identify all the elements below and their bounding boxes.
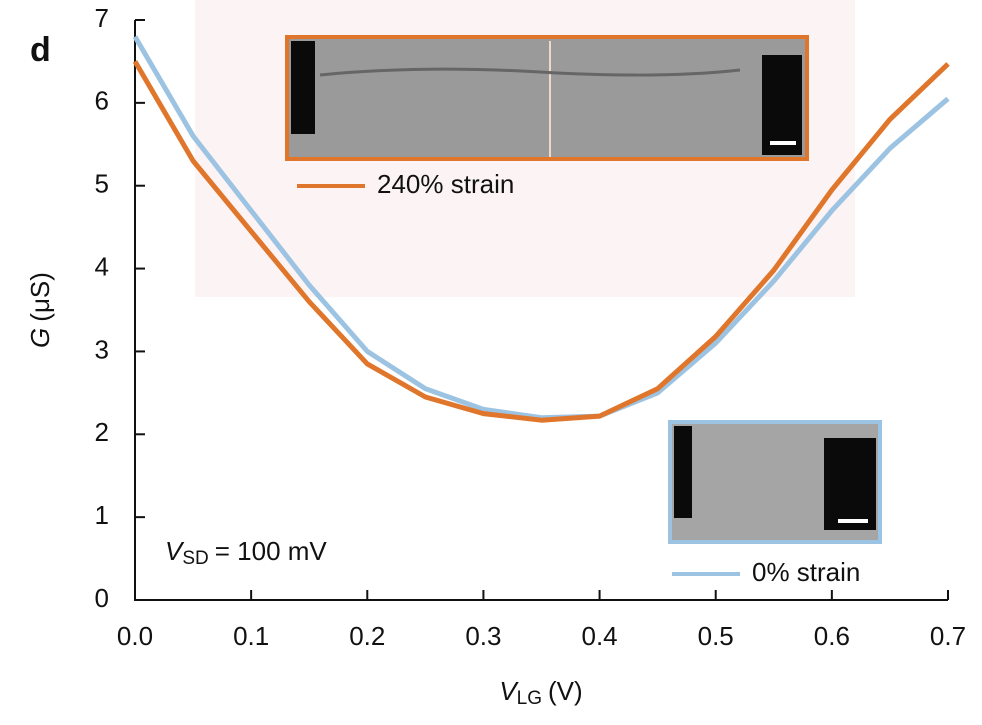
y-tick-label: 7 — [95, 3, 109, 33]
y-axis-label: G(μS) — [25, 272, 55, 348]
legend-label: 240% strain — [377, 169, 514, 199]
y-tick-label: 1 — [95, 500, 109, 530]
y-tick-label: 6 — [95, 86, 109, 116]
x-tick-label: 0.0 — [117, 621, 153, 651]
x-tick-label: 0.7 — [930, 621, 966, 651]
legend-label: 0% strain — [752, 557, 860, 587]
y-tick-label: 5 — [95, 169, 109, 199]
inset-0-strain — [668, 420, 882, 544]
annotation: VSD = 100 mV — [165, 536, 327, 569]
y-tick-label: 3 — [95, 334, 109, 364]
inset-240-strain — [285, 35, 809, 161]
series-line — [132, 60, 950, 423]
x-tick-label: 0.2 — [349, 621, 385, 651]
x-tick-label: 0.4 — [581, 621, 617, 651]
x-tick-label: 0.3 — [465, 621, 501, 651]
y-tick-label: 0 — [95, 583, 109, 613]
x-tick-label: 0.6 — [814, 621, 850, 651]
y-tick-label: 2 — [95, 417, 109, 447]
x-axis-label: VLG (V) — [499, 676, 582, 709]
panel-label: d — [30, 31, 51, 69]
x-tick-label: 0.1 — [233, 621, 269, 651]
x-tick-label: 0.5 — [698, 621, 734, 651]
y-tick-label: 4 — [95, 251, 109, 281]
